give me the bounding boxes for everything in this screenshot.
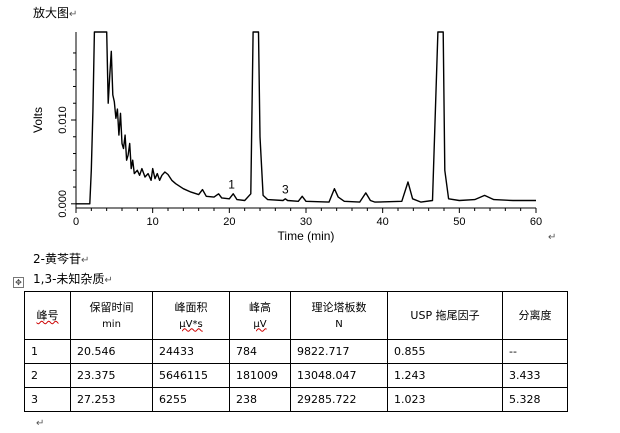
x-tick-label: 30 (300, 216, 312, 228)
x-tick-label: 20 (223, 216, 235, 228)
cell-peak-no: 3 (24, 387, 71, 412)
table-row: 1 20.546 24433 784 9822.717 0.855 -- (24, 339, 568, 364)
peak-label: 3 (282, 183, 289, 197)
cell-usp-tailing: 1.023 (387, 387, 503, 412)
compound-13-text: 1,3-未知杂质 (33, 272, 105, 286)
cell-resolution: -- (502, 339, 568, 364)
y-axis-title: Volts (31, 107, 45, 133)
compound-2-text: 2-黄芩苷 (33, 252, 81, 266)
paragraph-mark: ↵ (36, 418, 45, 429)
magnified-view-caption: 放大图↵ (33, 4, 77, 21)
cell-usp-tailing: 0.855 (387, 339, 503, 364)
cell-resolution: 3.433 (502, 363, 568, 388)
y-tick-label: 0.000 (57, 190, 69, 218)
chromatogram-trace (76, 31, 536, 205)
cell-usp-tailing: 1.243 (387, 363, 503, 388)
header-cell-resolution: 分离度 (502, 291, 568, 340)
cell-retention-time: 20.546 (70, 339, 153, 364)
x-axis-title: Time (min) (278, 229, 335, 243)
cell-retention-time: 27.253 (70, 387, 153, 412)
cell-peak-no: 2 (24, 363, 71, 388)
cell-peak-height: 784 (229, 339, 291, 364)
header-cell-peak-height: 峰高 μV (229, 291, 291, 340)
peak-label: 1 (228, 178, 235, 192)
cell-peak-area: 24433 (152, 339, 230, 364)
caption-text: 放大图 (33, 6, 70, 20)
cell-resolution: 5.328 (502, 387, 568, 412)
header-cell-peak-no: 峰号 (24, 291, 71, 340)
cell-plate-count: 9822.717 (290, 339, 388, 364)
header-cell-peak-area: 峰面积 μV*s (152, 291, 230, 340)
cell-peak-no: 1 (24, 339, 71, 364)
table-header-row: 峰号 保留时间 min 峰面积 μV*s 峰高 μV 理论塔板数 N USP 拖尾因子 … (24, 291, 568, 340)
paragraph-mark: ↵ (104, 275, 113, 286)
cell-retention-time: 23.375 (70, 363, 153, 388)
cell-peak-height: 181009 (229, 363, 291, 388)
x-tick-label: 40 (377, 216, 389, 228)
table-row: 2 23.375 5646115 181009 13048.047 1.243 … (24, 363, 568, 388)
header-cell-retention-time: 保留时间 min (70, 291, 153, 340)
compound-13-label: 1,3-未知杂质↵ (33, 270, 113, 287)
table-move-handle-icon[interactable]: ✥ (13, 277, 24, 288)
cell-plate-count: 13048.047 (290, 363, 388, 388)
x-tick-label: 50 (453, 216, 465, 228)
x-tick-label: 0 (73, 216, 79, 228)
header-cell-plate-count: 理论塔板数 N (290, 291, 388, 340)
x-tick-label: 60 (530, 216, 542, 228)
cell-peak-area: 6255 (152, 387, 230, 412)
peak-results-table: 峰号 保留时间 min 峰面积 μV*s 峰高 μV 理论塔板数 N USP 拖尾因子 … (24, 291, 568, 412)
paragraph-mark: ↵ (80, 255, 90, 266)
paragraph-mark: ↵ (69, 9, 78, 20)
compound-2-label: 2-黄芩苷↵ (33, 250, 89, 267)
table-row: 3 27.253 6255 238 29285.722 1.023 5.328 (24, 387, 568, 412)
chromatogram-chart: 0 10 20 30 40 50 60 0.000 0.010 1 3 Time (min) Volts (31, 31, 542, 243)
cell-peak-height: 238 (229, 387, 291, 412)
y-tick-label: 0.010 (57, 106, 69, 134)
paragraph-mark: ↵ (548, 232, 557, 243)
header-cell-usp-tailing: USP 拖尾因子 (387, 291, 503, 340)
cell-peak-area: 5646115 (152, 363, 230, 388)
cell-plate-count: 29285.722 (290, 387, 388, 412)
x-tick-label: 10 (147, 216, 159, 228)
